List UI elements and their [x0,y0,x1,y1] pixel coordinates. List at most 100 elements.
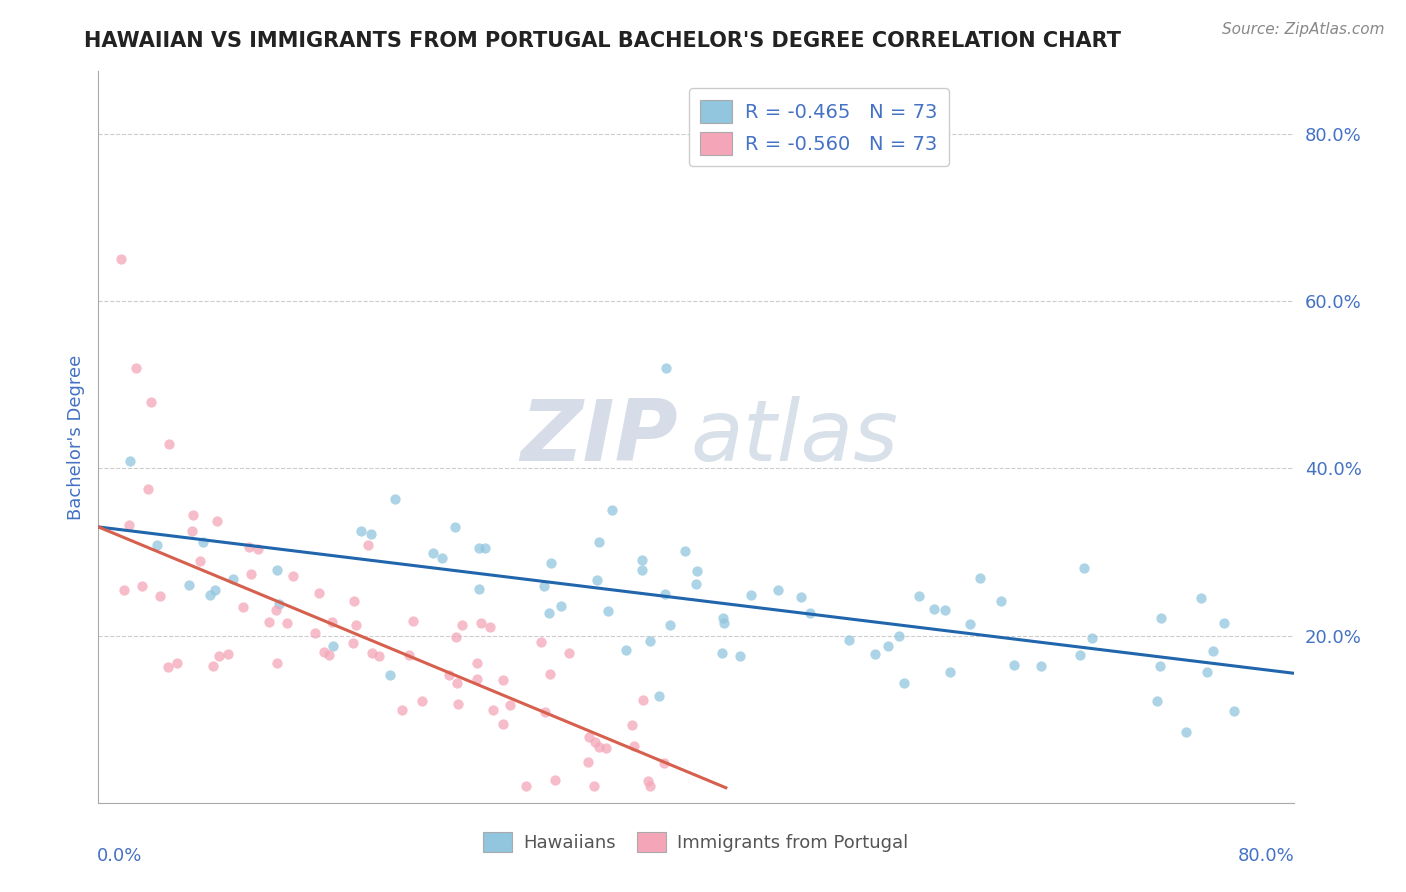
Legend: Hawaiians, Immigrants from Portugal: Hawaiians, Immigrants from Portugal [477,824,915,860]
Point [257,615,280,629]
Point [711,611,734,625]
Point [544,773,567,788]
Point [322,640,344,654]
Point [530,634,553,648]
Point [838,633,860,648]
Point [204,582,226,597]
Point [652,756,675,771]
Point [633,693,655,707]
Point [637,773,659,788]
Point [232,599,254,614]
Point [1149,658,1171,673]
Point [576,756,599,770]
Point [181,508,204,522]
Point [538,667,561,681]
Point [308,585,330,599]
Point [465,672,488,686]
Point [1069,648,1091,662]
Point [264,603,287,617]
Point [631,563,654,577]
Point [1080,632,1102,646]
Point [893,675,915,690]
Point [1073,561,1095,575]
Point [655,361,678,376]
Point [1150,611,1173,625]
Point [630,553,652,567]
Point [648,689,671,703]
Point [281,568,304,582]
Point [550,599,572,614]
Point [468,541,491,556]
Point [342,636,364,650]
Point [357,538,380,552]
Point [177,578,200,592]
Point [208,648,231,663]
Point [482,703,505,717]
Point [596,603,619,617]
Point [422,546,444,560]
Point [959,617,981,632]
Point [318,648,340,662]
Point [398,648,420,662]
Point [478,620,501,634]
Point [654,587,676,601]
Point [402,614,425,628]
Point [312,645,335,659]
Point [1189,591,1212,605]
Point [768,582,790,597]
Point [166,657,188,671]
Point [740,588,762,602]
Point [157,437,180,451]
Point [675,543,697,558]
Point [713,615,735,630]
Point [437,668,460,682]
Point [540,557,562,571]
Point [304,626,326,640]
Text: Source: ZipAtlas.com: Source: ZipAtlas.com [1222,22,1385,37]
Point [205,514,228,528]
Point [537,606,560,620]
Point [149,590,172,604]
Point [384,492,406,507]
Point [139,394,162,409]
Point [112,582,135,597]
Point [451,618,474,632]
Point [217,647,239,661]
Point [125,361,148,376]
Point [118,517,141,532]
Point [558,646,581,660]
Point [710,646,733,660]
Point [492,673,515,687]
Point [411,694,433,708]
Point [467,656,489,670]
Point [638,633,661,648]
Point [583,735,606,749]
Point [247,542,270,557]
Point [586,573,609,587]
Point [938,665,960,680]
Point [934,603,956,617]
Point [640,779,662,793]
Point [602,502,624,516]
Point [621,718,644,732]
Point [391,703,413,717]
Point [468,582,491,597]
Point [534,705,557,719]
Point [1212,616,1234,631]
Point [876,639,898,653]
Point [922,602,945,616]
Text: ZIP: ZIP [520,395,678,479]
Point [269,598,291,612]
Point [430,551,453,566]
Point [1146,694,1168,708]
Point [515,779,537,793]
Point [346,617,368,632]
Point [474,541,496,555]
Point [470,615,492,630]
Point [990,594,1012,608]
Point [863,648,886,662]
Point [907,589,929,603]
Point [685,577,707,591]
Point [533,579,555,593]
Point [969,571,991,585]
